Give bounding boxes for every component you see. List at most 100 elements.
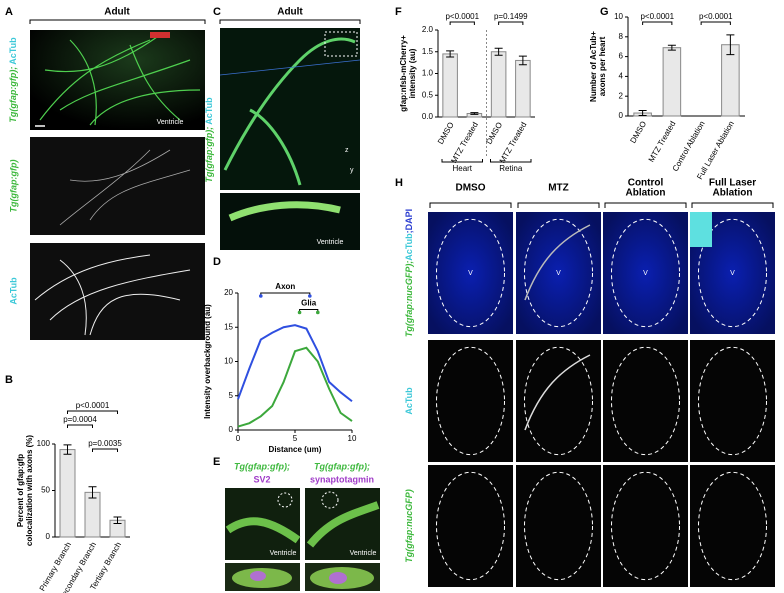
micrograph <box>690 465 775 587</box>
row-label: Tg(gfap:nucGFP);AcTub;DAPI <box>404 209 414 337</box>
ventricle-label: Ventricle <box>157 119 184 126</box>
ventricle-outline <box>611 218 680 328</box>
y-tick-label: 0.5 <box>422 90 434 99</box>
y-tick-label: 0 <box>46 532 51 541</box>
row-label: Tg(gfap:nucGFP) <box>404 489 414 563</box>
marker-blob <box>250 571 266 581</box>
column-label: synaptotagmin <box>310 474 374 484</box>
micrograph <box>516 465 601 587</box>
bracket <box>691 202 774 208</box>
gfp-fiber <box>228 201 341 222</box>
ventricle-outline <box>524 346 593 456</box>
ventricle-outline <box>436 346 505 456</box>
bracket <box>604 202 687 208</box>
axon-fiber <box>524 354 591 431</box>
bar <box>515 59 531 118</box>
ventricle-mark: V <box>468 270 473 277</box>
bar <box>442 53 458 118</box>
highlight-circle <box>277 492 293 508</box>
error-bar <box>667 44 676 51</box>
y-axis-label: Number of AcTub+ <box>589 31 598 102</box>
y-tick-label: 1.0 <box>422 69 434 78</box>
micrograph <box>690 340 775 462</box>
ventricle-mark: V <box>643 270 648 277</box>
column-header: Ablation <box>626 188 666 199</box>
y-tick-label: 4 <box>619 72 624 81</box>
inset-box <box>324 31 358 57</box>
column-header: MTZ <box>548 183 569 194</box>
bar <box>84 491 101 538</box>
y-tick-label: 5 <box>229 391 234 400</box>
y-tick-label: 8 <box>619 32 624 41</box>
row-label: AcTub <box>8 277 18 305</box>
line <box>237 324 353 403</box>
axon-fiber <box>524 224 591 301</box>
bar <box>490 51 507 118</box>
micrograph <box>516 212 601 334</box>
bracket <box>29 19 206 24</box>
ventricle-outline <box>436 218 505 328</box>
axis-label: z <box>345 147 349 154</box>
marker-blob <box>329 572 347 584</box>
ventricle-outline <box>524 471 593 581</box>
micrograph <box>30 243 205 340</box>
legend-swatch <box>259 294 263 298</box>
micrograph <box>516 340 601 462</box>
significance-bracket <box>449 21 475 25</box>
y-tick-label: 10 <box>224 357 233 366</box>
ventricle-label: Ventricle <box>350 550 377 557</box>
label-part: AcTub <box>404 233 414 261</box>
panel-letter: G <box>600 6 609 18</box>
red-signal <box>150 32 170 38</box>
x-tick-label: 0 <box>236 434 241 443</box>
row-label: Tg(gfap:gfp) <box>8 160 18 213</box>
row-label: Tg(gfap:gfp); AcTub <box>8 37 18 123</box>
significance-bracket <box>700 21 731 25</box>
error-bar <box>446 50 455 58</box>
ventricle-outline <box>698 471 767 581</box>
error-bar <box>638 110 647 117</box>
panel-letter: H <box>395 177 403 189</box>
legend-bracket <box>260 292 311 296</box>
p-value: p=0.0004 <box>63 415 97 424</box>
column-header: DMSO <box>456 183 486 194</box>
panel-letter: F <box>395 6 402 18</box>
y-tick-label: 1.5 <box>422 47 434 56</box>
micrograph <box>220 28 360 190</box>
x-tick-label: 10 <box>348 434 357 443</box>
group-bracket <box>441 159 483 163</box>
micrograph <box>305 488 380 560</box>
axon-fibers <box>34 254 191 336</box>
micrograph <box>603 340 688 462</box>
label-part: AcTub <box>204 97 214 125</box>
error-bar <box>518 55 527 66</box>
y-axis-label: gfap:nfsb-mCherry+ <box>399 35 408 112</box>
row-label: AcTub <box>404 387 414 415</box>
p-value: p<0.0001 <box>445 12 479 21</box>
micrograph <box>30 30 205 130</box>
gfp-fiber <box>225 517 301 544</box>
significance-bracket <box>92 448 118 452</box>
legend-label: Axon <box>275 282 295 291</box>
p-value: p=0.0035 <box>88 439 122 448</box>
legend-label: Glia <box>301 299 317 308</box>
legend-bracket <box>299 308 319 313</box>
column-label: Tg(gfap:gfp); <box>234 461 290 471</box>
highlight-circle <box>321 491 339 509</box>
gfp-fibers <box>223 37 356 186</box>
ventricle-outline <box>698 346 767 456</box>
autofluorescence <box>690 212 712 247</box>
micrograph <box>428 465 513 587</box>
y-tick-label: 2 <box>619 91 624 100</box>
y-axis-label: colocalization with axons (%) <box>25 435 34 546</box>
column-header: Full Laser <box>709 178 756 189</box>
error-bar <box>63 444 72 455</box>
y-tick-label: 0.0 <box>422 112 434 121</box>
row-label: Tg(gfap:gfp); AcTub <box>204 97 214 183</box>
p-value: p<0.0001 <box>76 401 110 410</box>
micrograph <box>603 465 688 587</box>
ventricle-outline <box>524 218 593 328</box>
ventricle-outline <box>698 218 767 328</box>
ventricle-outline <box>611 346 680 456</box>
